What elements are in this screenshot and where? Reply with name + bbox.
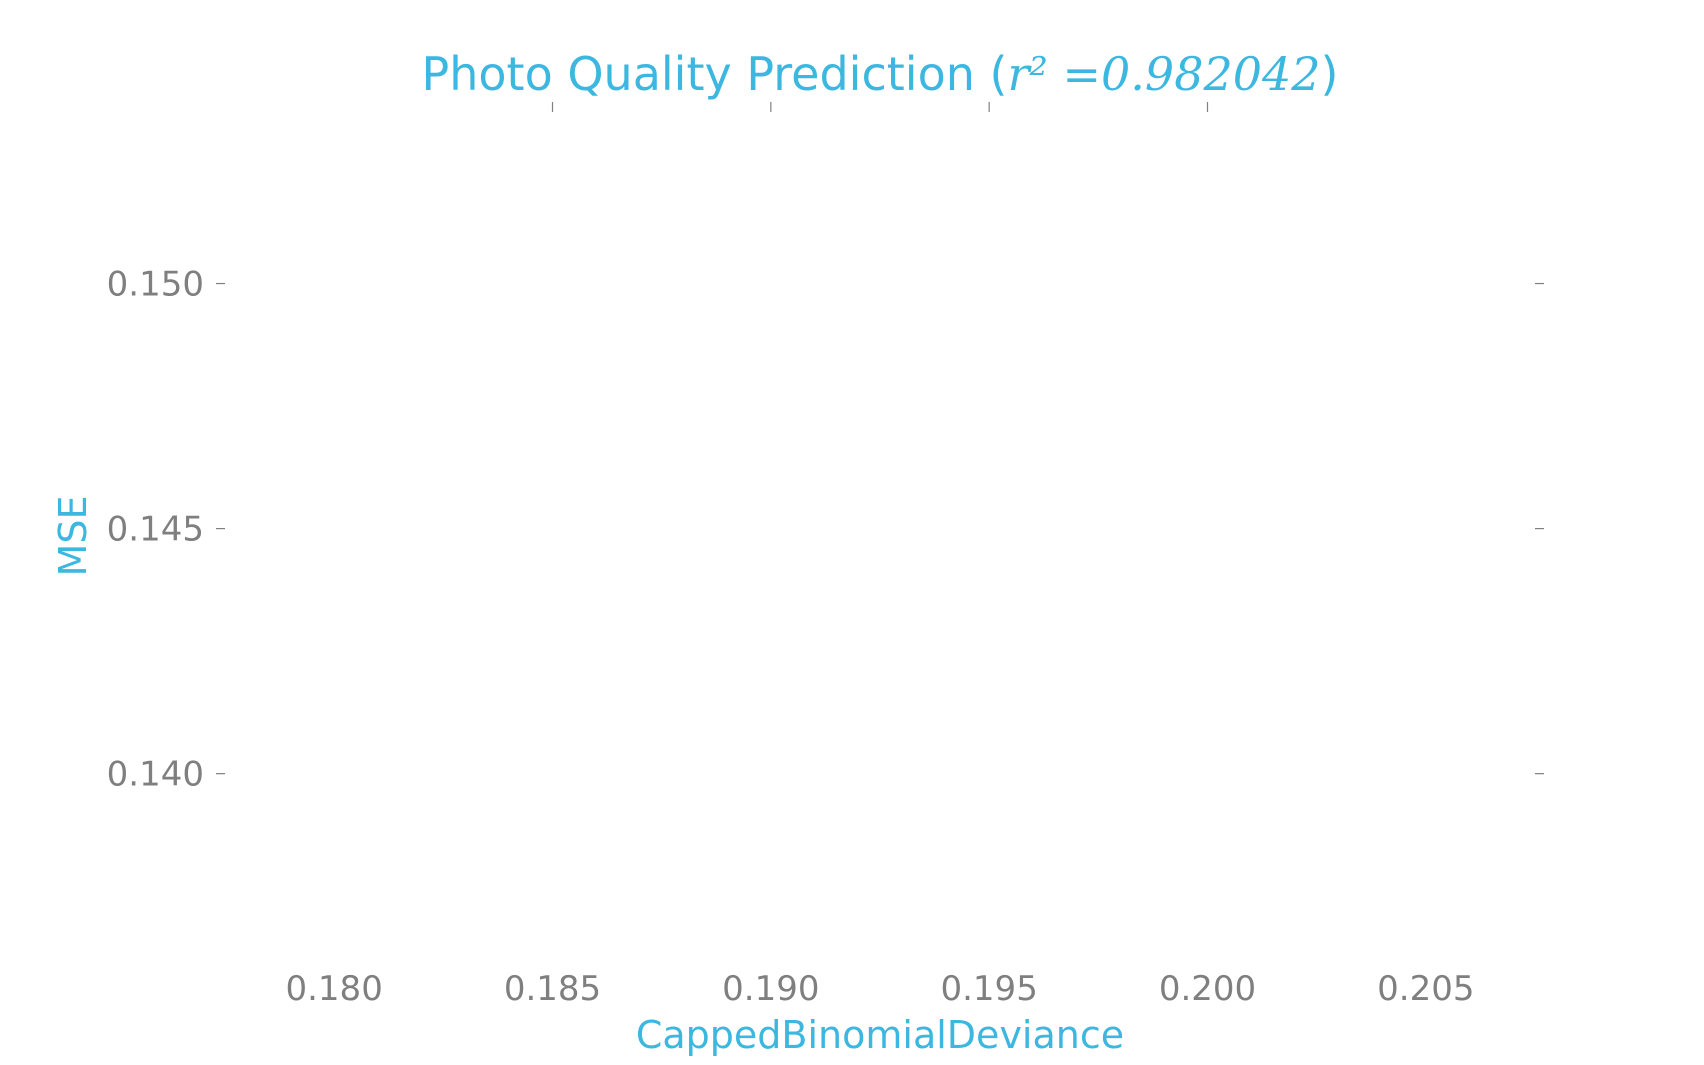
chart-title-prefix: Photo Quality Prediction ( [422, 47, 1008, 101]
chart-title-suffix: ) [1321, 47, 1339, 101]
plot-area: 0.180 0.185 0.190 0.195 0.200 0.205 0.140 0.145… [107, 102, 1544, 1009]
y-tick-label: 0.140 [107, 755, 204, 795]
x-tick-label: 0.200 [1159, 969, 1256, 1009]
y-tick-label: 0.150 [107, 265, 204, 305]
x-tick-label: 0.190 [722, 969, 819, 1009]
x-tick-label: 0.205 [1377, 969, 1474, 1009]
x-tick-label: 0.195 [940, 969, 1037, 1009]
chart-title: Photo Quality Prediction (r² =0.982042) [422, 47, 1339, 101]
chart-title-r2: r² =0.982042 [1007, 47, 1320, 101]
y-axis-label: MSE [51, 496, 95, 577]
x-tick-label: 0.185 [504, 969, 601, 1009]
x-tick-label: 0.180 [285, 969, 382, 1009]
y-tick-label: 0.145 [107, 510, 204, 550]
x-axis-label: CappedBinomialDeviance [636, 1013, 1124, 1057]
